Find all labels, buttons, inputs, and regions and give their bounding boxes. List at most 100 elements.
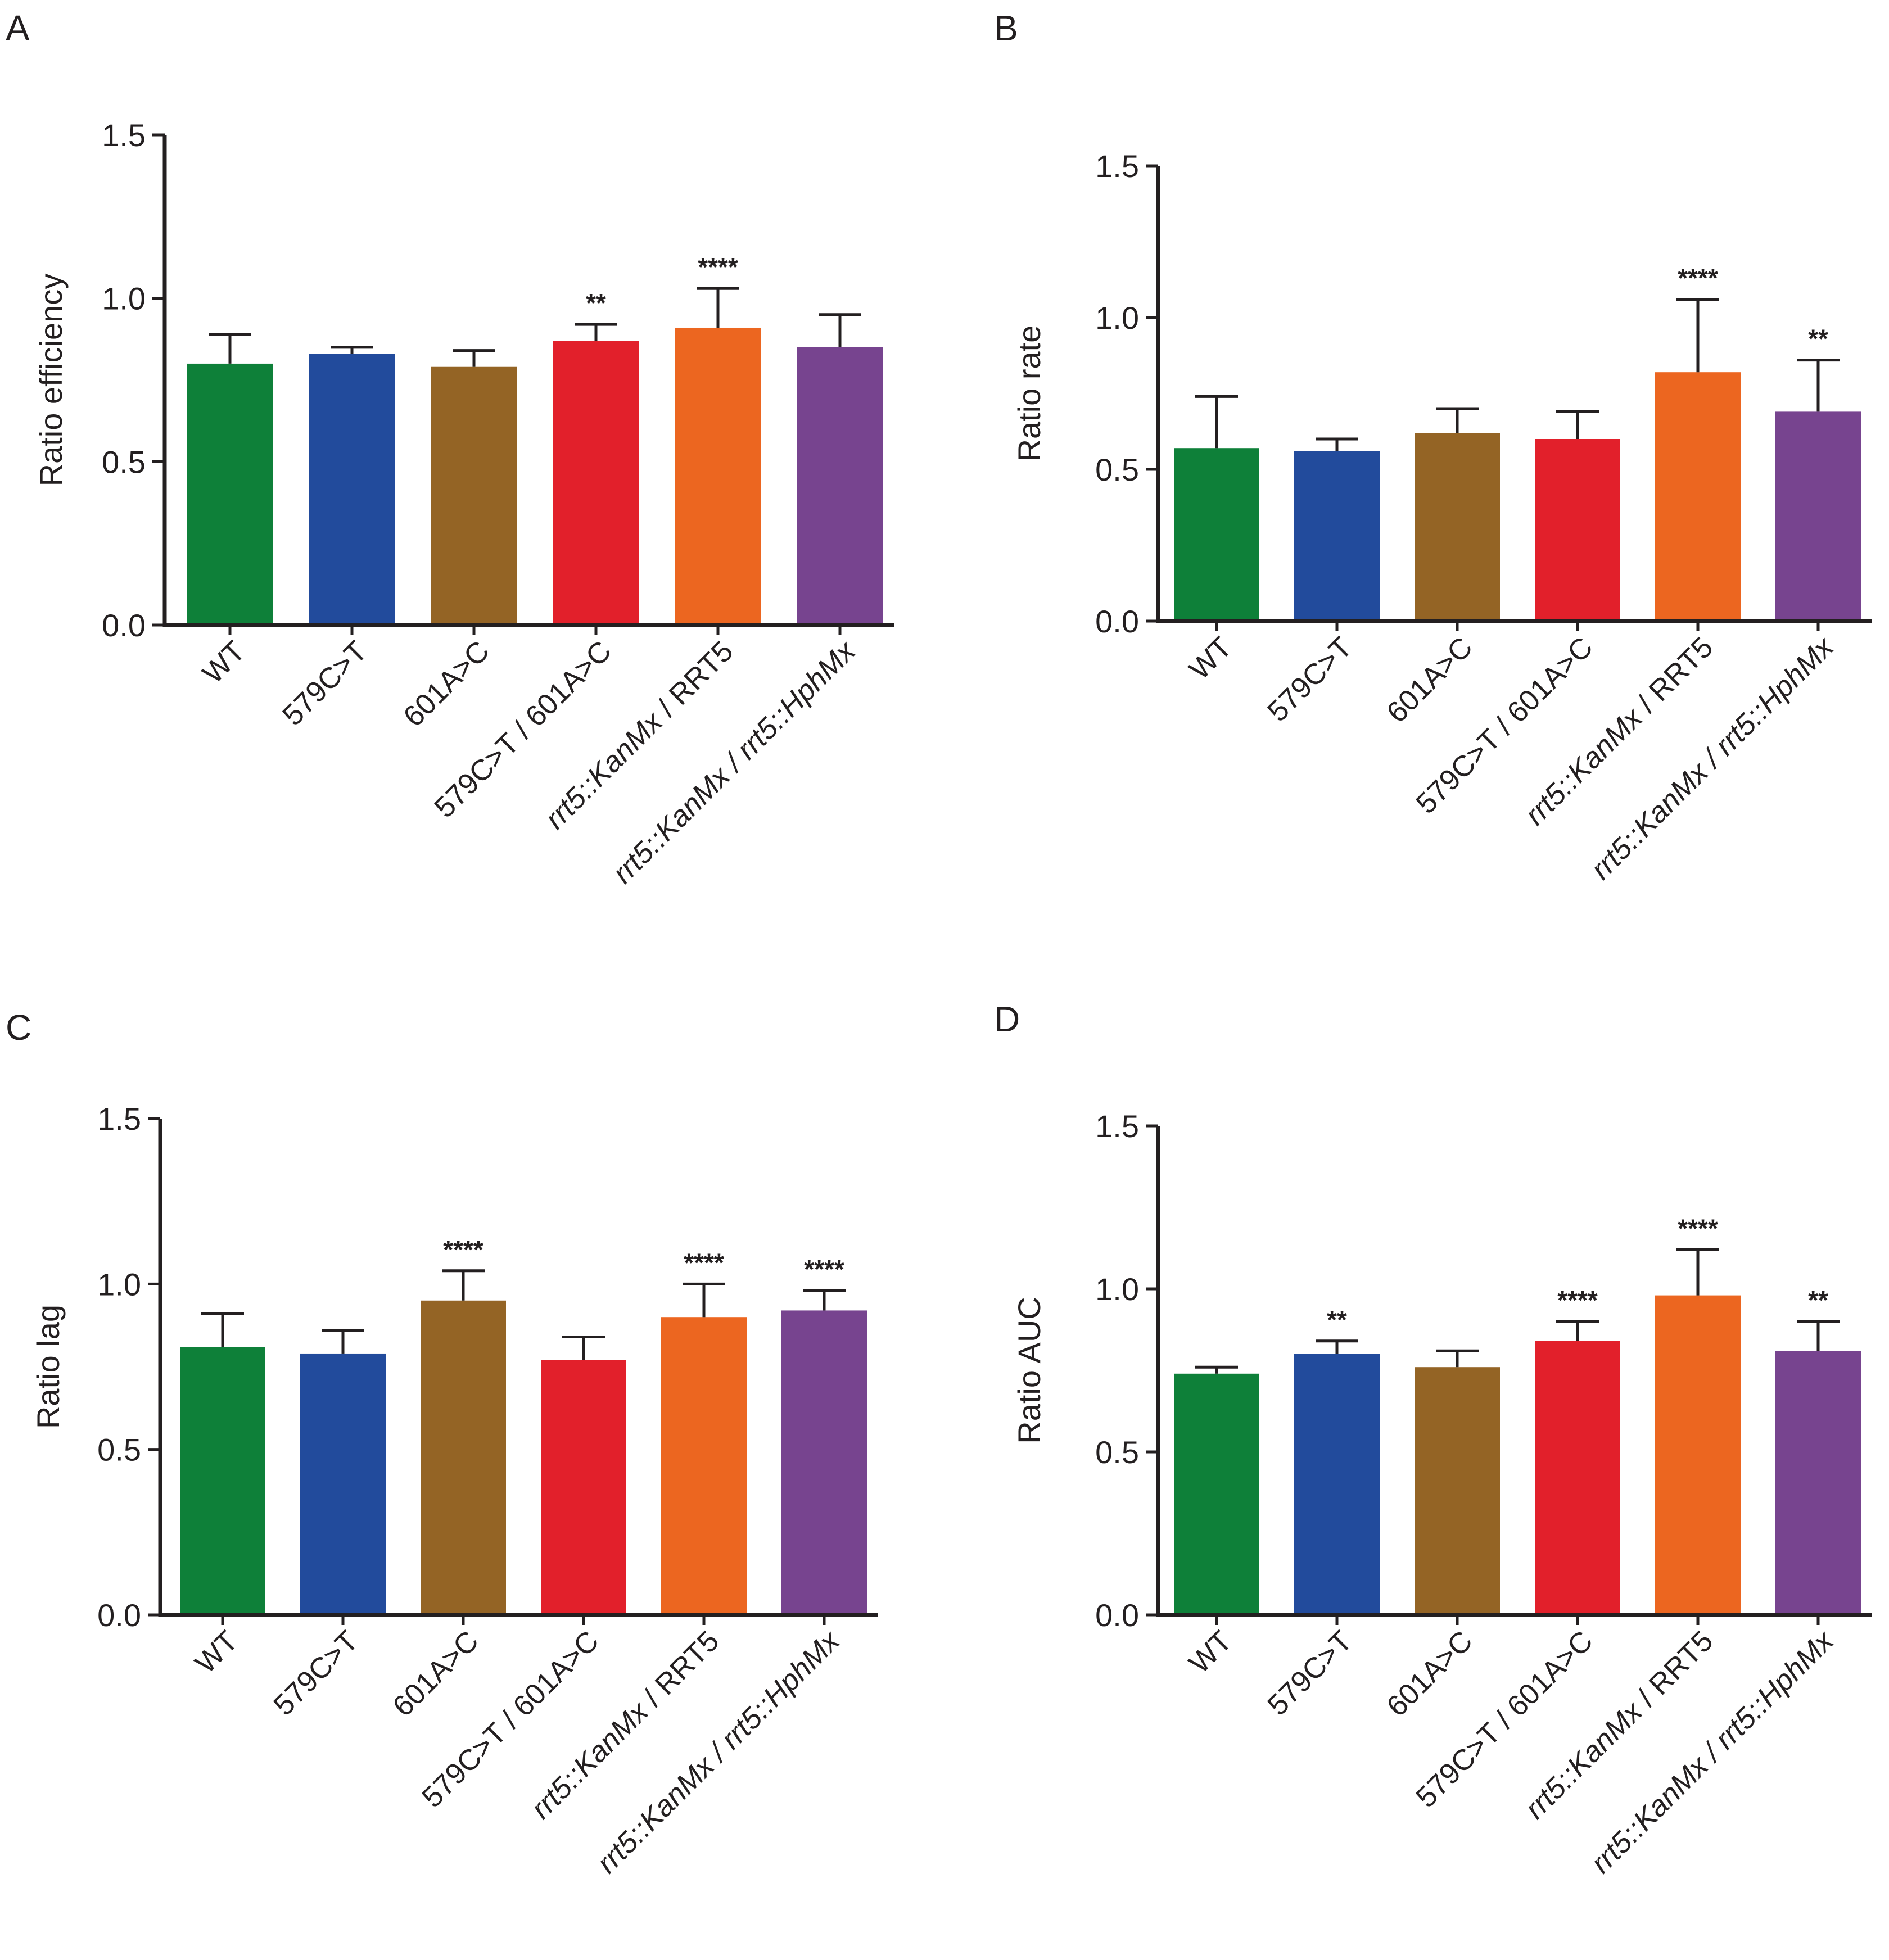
y-tick-label: 1.0: [1095, 300, 1139, 336]
category-label: 601A>C: [1381, 1624, 1479, 1723]
bar-4: [1535, 1341, 1620, 1615]
category-label: rrt5::KanMx / rrt5::HphMx: [591, 1624, 847, 1880]
error-bar-4: [562, 1336, 605, 1360]
significance-label: ****: [684, 1248, 724, 1277]
error-bar-2: [1316, 1339, 1358, 1354]
error-bar-2: [331, 346, 373, 354]
error-bar-4: [1556, 410, 1599, 439]
bar-6: [781, 1310, 867, 1615]
panel-a: AWT 579C>T 601A>C**579C>T / 601A>C****rrt5…: [6, 8, 894, 890]
significance-label: **: [1808, 1285, 1828, 1315]
bar-2: [1294, 451, 1380, 621]
category-label: 601A>C: [397, 635, 496, 733]
y-tick-label: 1.0: [1095, 1271, 1139, 1307]
bar-5: [675, 327, 761, 625]
significance-label: ****: [804, 1255, 844, 1284]
y-tick-label: 1.5: [102, 117, 146, 153]
error-bar-1: [201, 1312, 244, 1347]
error-bar-5: [1676, 1248, 1719, 1296]
category-label: WT: [1183, 631, 1238, 686]
y-tick-label: 1.0: [97, 1266, 141, 1302]
error-bar-6: [819, 313, 861, 347]
y-axis-title: Ratio AUC: [1011, 1297, 1047, 1443]
category-label: 601A>C: [1381, 631, 1479, 729]
error-bar-6: [1797, 359, 1840, 412]
panel-d: DWT**579C>T 601A>C****579C>T / 601A>C****…: [994, 999, 1872, 1880]
category-label: 601A>C: [387, 1624, 485, 1723]
significance-label: ****: [698, 252, 738, 282]
bar-4: [553, 341, 639, 625]
y-tick-label: 0.5: [97, 1432, 141, 1468]
error-bar-2: [1316, 437, 1358, 451]
bar-4: [1535, 439, 1620, 621]
y-tick-label: 0.5: [102, 444, 146, 479]
bar-4: [541, 1360, 626, 1615]
bar-1: [1174, 448, 1259, 621]
error-bar-1: [1195, 1365, 1238, 1374]
bar-6: [1775, 411, 1861, 621]
y-tick-label: 1.0: [102, 281, 146, 316]
panel-letter: C: [6, 1007, 31, 1048]
category-label: WT: [196, 635, 251, 690]
significance-label: **: [586, 288, 606, 318]
panel-letter: B: [994, 8, 1018, 48]
error-bar-4: [575, 323, 617, 341]
error-bar-5: [683, 1282, 725, 1318]
category-label: 579C>T: [268, 1624, 365, 1722]
panel-letter: D: [994, 999, 1020, 1039]
bar-3: [1415, 1367, 1500, 1615]
bar-1: [1174, 1373, 1259, 1615]
significance-label: ****: [1678, 264, 1718, 293]
error-bar-3: [453, 349, 495, 367]
significance-label: ****: [443, 1235, 483, 1264]
y-tick-label: 0.5: [1095, 1434, 1139, 1470]
error-bar-6: [803, 1289, 846, 1311]
y-tick-label: 1.5: [97, 1101, 141, 1137]
y-axis-title: Ratio lag: [30, 1305, 66, 1429]
error-bar-5: [697, 287, 739, 328]
significance-label: ****: [1557, 1285, 1598, 1315]
category-label: rrt5::KanMx / rrt5::HphMx: [607, 634, 862, 890]
bar-6: [1775, 1351, 1861, 1615]
y-tick-label: 1.5: [1095, 1108, 1139, 1144]
panel-letter: A: [6, 8, 30, 48]
category-label: rrt5::KanMx / rrt5::HphMx: [1585, 1624, 1841, 1880]
bar-1: [187, 363, 273, 625]
significance-label: **: [1808, 324, 1828, 354]
category-label: 579C>T: [1262, 631, 1359, 728]
category-label: 579C>T: [1262, 1624, 1359, 1722]
bar-5: [1655, 1295, 1741, 1615]
error-bar-3: [1436, 407, 1479, 433]
bar-3: [1415, 433, 1500, 621]
significance-label: **: [1327, 1305, 1347, 1334]
error-bar-1: [209, 333, 251, 364]
error-bar-6: [1797, 1320, 1840, 1351]
error-bar-3: [442, 1269, 485, 1301]
y-tick-label: 0.0: [97, 1597, 141, 1633]
y-tick-label: 0.0: [1095, 1597, 1139, 1633]
bar-5: [661, 1317, 747, 1615]
bar-6: [797, 347, 883, 625]
y-axis-title: Ratio efficiency: [33, 274, 69, 487]
error-bar-1: [1195, 395, 1238, 449]
bar-2: [309, 354, 395, 625]
category-label: 579C>T: [277, 635, 374, 732]
significance-label: ****: [1678, 1214, 1718, 1243]
bar-2: [1294, 1354, 1380, 1615]
y-tick-label: 0.0: [1095, 604, 1139, 639]
bar-3: [421, 1300, 506, 1615]
error-bar-4: [1556, 1320, 1599, 1341]
error-bar-5: [1676, 298, 1719, 373]
y-axis-title: Ratio rate: [1011, 325, 1047, 462]
bar-1: [180, 1347, 265, 1615]
y-tick-label: 0.5: [1095, 452, 1139, 487]
category-label: WT: [1183, 1624, 1238, 1680]
y-tick-label: 1.5: [1095, 148, 1139, 184]
error-bar-3: [1436, 1349, 1479, 1368]
error-bar-2: [322, 1329, 364, 1354]
bar-3: [431, 366, 517, 625]
bar-5: [1655, 372, 1741, 621]
bar-2: [300, 1353, 386, 1615]
